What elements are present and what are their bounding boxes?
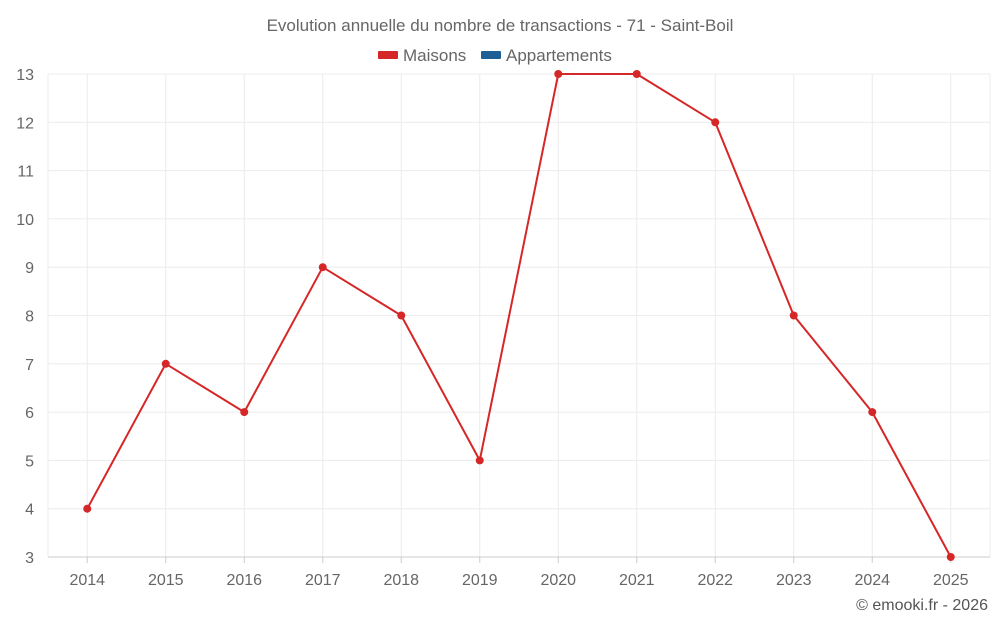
data-point[interactable] [711, 118, 720, 127]
data-point[interactable] [240, 408, 249, 417]
legend-label-maisons: Maisons [403, 46, 466, 65]
y-tick-label: 8 [25, 309, 34, 326]
data-point[interactable] [318, 263, 327, 272]
x-tick-label: 2019 [462, 572, 498, 589]
y-tick-label: 4 [25, 502, 34, 519]
data-point[interactable] [161, 359, 170, 368]
legend-label-appartements: Appartements [506, 46, 612, 65]
y-tick-label: 6 [25, 405, 34, 422]
series-maisons [83, 70, 955, 561]
y-tick-label: 9 [25, 260, 34, 277]
legend-item-appartements[interactable]: Appartements [481, 46, 612, 65]
legend[interactable]: Maisons Appartements [378, 46, 612, 65]
x-tick-label: 2023 [776, 572, 812, 589]
x-tick-label: 2020 [540, 572, 576, 589]
x-tick-label: 2015 [148, 572, 184, 589]
credit-text: © emooki.fr - 2026 [856, 597, 988, 614]
chart-title: Evolution annuelle du nombre de transact… [267, 16, 734, 35]
data-point[interactable] [868, 408, 877, 417]
legend-swatch-appartements [481, 51, 501, 59]
legend-item-maisons[interactable]: Maisons [378, 46, 466, 65]
data-point[interactable] [946, 553, 955, 561]
data-point[interactable] [632, 70, 641, 78]
y-axis-ticks: 3 4 5 6 7 8 9 10 11 12 13 [16, 67, 34, 567]
series-line-maisons [86, 73, 952, 558]
x-tick-label: 2021 [619, 572, 655, 589]
y-tick-label: 11 [17, 164, 34, 181]
y-tick-label: 7 [25, 357, 34, 374]
x-tick-label: 2017 [305, 572, 341, 589]
data-point[interactable] [554, 70, 563, 78]
data-point[interactable] [475, 456, 484, 465]
x-tick-label: 2024 [854, 572, 890, 589]
legend-swatch-maisons [378, 51, 398, 59]
data-point[interactable] [789, 311, 798, 320]
data-point[interactable] [397, 311, 406, 320]
grid [47, 73, 991, 558]
data-point[interactable] [83, 504, 92, 513]
x-tick-label: 2018 [383, 572, 419, 589]
y-tick-label: 10 [16, 212, 34, 229]
y-tick-label: 13 [16, 67, 34, 84]
x-tick-label: 2022 [697, 572, 733, 589]
x-tick-label: 2014 [69, 572, 105, 589]
x-tick-label: 2016 [226, 572, 262, 589]
y-tick-label: 3 [25, 550, 34, 567]
y-tick-label: 12 [16, 115, 34, 132]
x-axis-ticks: 2014 2015 2016 2017 2018 2019 2020 2021 2022 2023… [69, 557, 969, 589]
y-tick-label: 5 [25, 453, 34, 470]
x-tick-label: 2025 [933, 572, 969, 589]
